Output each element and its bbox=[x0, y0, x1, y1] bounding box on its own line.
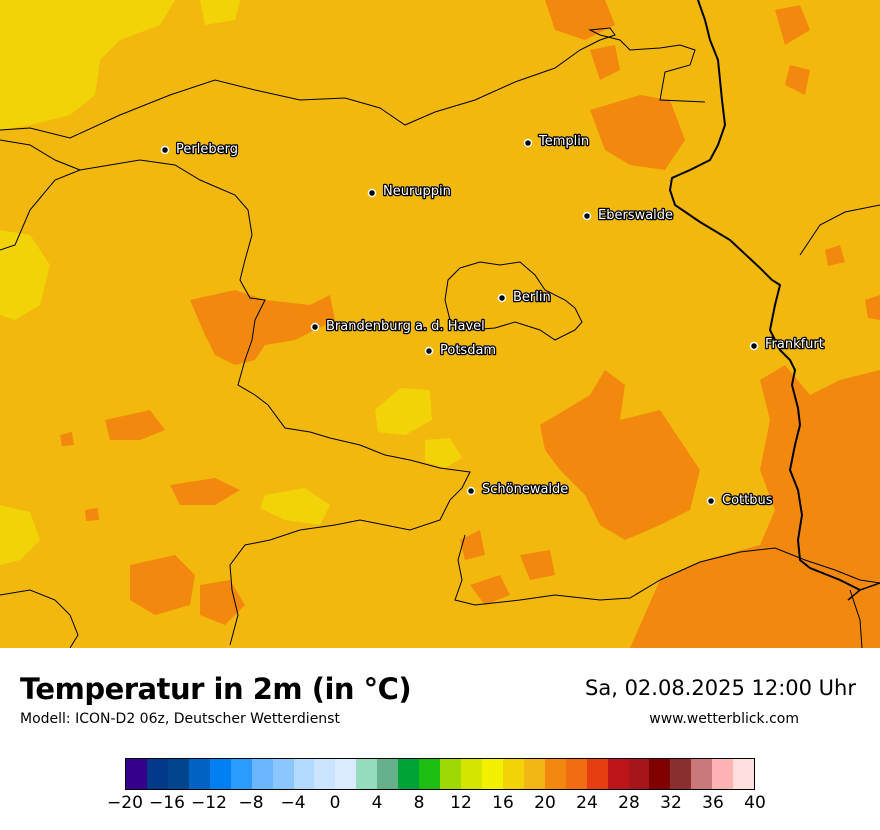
city-label: Schönewalde bbox=[482, 482, 568, 497]
city-marker-icon bbox=[497, 293, 507, 303]
colorbar-segment bbox=[377, 759, 399, 789]
colorbar-segment bbox=[461, 759, 482, 789]
city-neuruppin: Neuruppin bbox=[367, 183, 452, 200]
colorbar-segment bbox=[481, 759, 503, 789]
colorbar-tick-label: 28 bbox=[618, 793, 640, 813]
city-marker-icon bbox=[160, 145, 170, 155]
colorbar-tick-label: −4 bbox=[280, 793, 306, 813]
model-source-subtitle: Modell: ICON-D2 06z, Deutscher Wetterdie… bbox=[20, 711, 340, 727]
colorbar-tick-label: 40 bbox=[744, 793, 766, 813]
colorbar-tick-label: −20 bbox=[107, 793, 143, 813]
city-templin: Templin bbox=[523, 133, 590, 150]
city-marker-icon bbox=[310, 322, 320, 332]
colorbar-segment bbox=[502, 759, 524, 789]
city-potsdam: Potsdam bbox=[424, 342, 497, 359]
city-brandenburg: Brandenburg a. d. Havel bbox=[310, 318, 486, 335]
colorbar-tick-label: 36 bbox=[702, 793, 724, 813]
colorbar-tick-label: −12 bbox=[191, 793, 227, 813]
city-marker-icon bbox=[424, 346, 434, 356]
colorbar-segment bbox=[314, 759, 336, 789]
city-marker-icon bbox=[706, 496, 716, 506]
city-label: Frankfurt bbox=[765, 337, 824, 352]
forecast-datetime: Sa, 02.08.2025 12:00 Uhr bbox=[585, 676, 856, 700]
colorbar-segment bbox=[712, 759, 734, 789]
cooler-areas bbox=[0, 0, 462, 565]
colorbar-segment bbox=[523, 759, 545, 789]
city-marker-icon bbox=[582, 211, 592, 221]
colorbar-segment bbox=[544, 759, 566, 789]
temperature-field bbox=[0, 0, 880, 648]
city-eberswalde: Eberswalde bbox=[582, 207, 674, 224]
city-schoenewalde: Schönewalde bbox=[466, 481, 570, 498]
colorbar-segment bbox=[607, 759, 629, 789]
city-label: Neuruppin bbox=[383, 184, 451, 199]
city-frankfurt: Frankfurt bbox=[749, 336, 825, 353]
city-perleberg: Perleberg bbox=[160, 141, 239, 158]
colorbar-segment bbox=[691, 759, 713, 789]
city-marker-icon bbox=[749, 341, 759, 351]
colorbar-segment bbox=[440, 759, 461, 789]
map-title: Temperatur in 2m (in °C) bbox=[20, 672, 412, 706]
city-cottbus: Cottbus bbox=[706, 492, 774, 509]
city-marker-icon bbox=[466, 486, 476, 496]
colorbar-segment bbox=[628, 759, 650, 789]
colorbar-tick-label: 8 bbox=[413, 793, 425, 813]
city-marker-icon bbox=[523, 138, 533, 148]
colorbar-tick-label: −16 bbox=[149, 793, 185, 813]
colorbar-tick-label: 16 bbox=[492, 793, 514, 813]
city-marker-icon bbox=[367, 188, 377, 198]
colorbar-segment bbox=[356, 759, 378, 789]
city-label: Eberswalde bbox=[598, 208, 673, 223]
colorbar-segment bbox=[209, 759, 231, 789]
colorbar-tick-label: 4 bbox=[371, 793, 383, 813]
colorbar-segment bbox=[293, 759, 315, 789]
colorbar-segment bbox=[419, 759, 441, 789]
colorbar-segment bbox=[126, 759, 147, 789]
city-label: Templin bbox=[538, 134, 589, 149]
colorbar-ticks: −20 −16 −12 −8 −4 0 4 8 12 16 20 24 28 32 36 40 bbox=[0, 793, 880, 823]
colorbar-segment bbox=[565, 759, 587, 789]
colorbar-segment bbox=[167, 759, 189, 789]
colorbar-tick-label: 20 bbox=[534, 793, 556, 813]
colorbar-segment bbox=[670, 759, 692, 789]
city-label: Brandenburg a. d. Havel bbox=[326, 319, 485, 334]
colorbar-tick-label: 24 bbox=[576, 793, 598, 813]
city-label: Perleberg bbox=[176, 142, 238, 157]
colorbar-segment bbox=[586, 759, 608, 789]
colorbar-tick-label: 32 bbox=[660, 793, 682, 813]
colorbar-tick-label: 12 bbox=[450, 793, 472, 813]
colorbar-segment bbox=[146, 759, 168, 789]
colorbar-segment bbox=[188, 759, 210, 789]
city-label: Cottbus bbox=[722, 493, 773, 508]
colorbar-segment bbox=[230, 759, 252, 789]
colorbar-segment bbox=[649, 759, 671, 789]
colorbar-segment bbox=[335, 759, 357, 789]
colorbar-tick-label: 0 bbox=[329, 793, 341, 813]
map-svg: Perleberg Templin Neuruppin Eberswalde B… bbox=[0, 0, 880, 648]
city-berlin: Berlin bbox=[497, 289, 552, 306]
temperature-map: Perleberg Templin Neuruppin Eberswalde B… bbox=[0, 0, 880, 648]
warmer-areas bbox=[60, 0, 880, 648]
website-label: www.wetterblick.com bbox=[649, 711, 799, 727]
colorbar-segment bbox=[251, 759, 273, 789]
city-label: Berlin bbox=[513, 290, 551, 305]
boundary-lines bbox=[0, 27, 880, 648]
colorbar-tick-label: −8 bbox=[238, 793, 264, 813]
colorbar-segment bbox=[733, 759, 755, 789]
colorbar-segment bbox=[398, 759, 420, 789]
temperature-colorbar bbox=[125, 758, 755, 790]
city-label: Potsdam bbox=[440, 343, 496, 358]
colorbar-segment bbox=[272, 759, 294, 789]
national-border bbox=[668, 0, 861, 591]
